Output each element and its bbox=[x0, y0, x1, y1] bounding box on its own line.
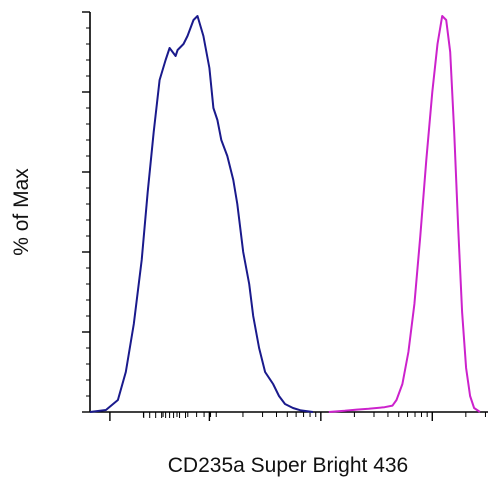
y-axis-ticks bbox=[82, 11, 90, 413]
series-group bbox=[89, 15, 481, 413]
x-axis-title: CD235a Super Bright 436 bbox=[168, 454, 409, 477]
series-1-line bbox=[89, 15, 314, 413]
series-2-line bbox=[328, 15, 481, 413]
y-axis-title: % of Max bbox=[10, 168, 33, 256]
x-axis-ticks bbox=[109, 412, 486, 421]
plot-frame bbox=[89, 12, 488, 413]
